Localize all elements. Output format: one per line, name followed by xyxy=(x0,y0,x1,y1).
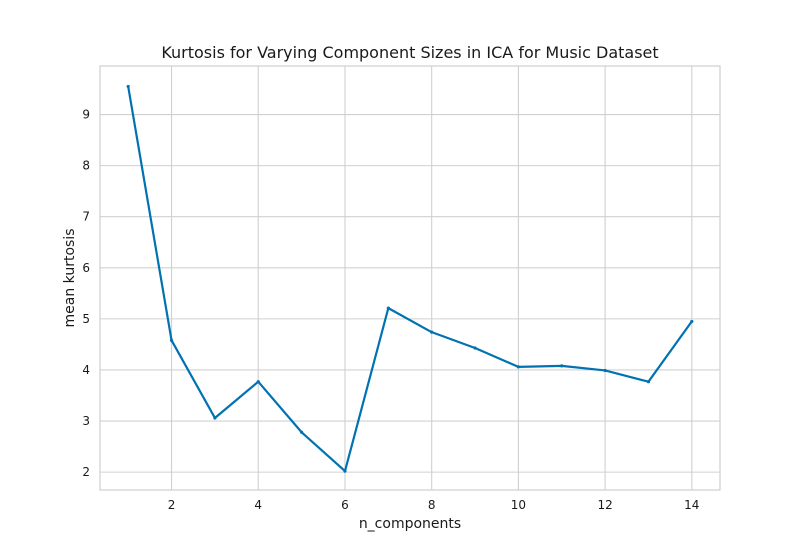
y-tick-label-6: 6 xyxy=(82,261,90,275)
data-point-11 xyxy=(560,364,564,368)
data-point-8 xyxy=(430,330,434,334)
data-point-6 xyxy=(343,469,347,473)
x-gridlines xyxy=(170,66,693,490)
y-tick-label-3: 3 xyxy=(82,414,90,428)
data-point-13 xyxy=(646,380,651,384)
y-tick-label-7: 7 xyxy=(82,210,90,224)
data-point-5 xyxy=(300,430,304,434)
data-point-2 xyxy=(169,338,174,342)
chart-title: Kurtosis for Varying Component Sizes in … xyxy=(161,43,658,62)
y-tick-label-9: 9 xyxy=(82,108,90,122)
x-tick-label-6: 6 xyxy=(341,498,349,512)
data-point-7 xyxy=(386,306,390,310)
x-tick-label-10: 10 xyxy=(511,498,526,512)
y-tick-label-2: 2 xyxy=(82,465,90,479)
series-layer xyxy=(126,84,694,473)
x-tick-label-8: 8 xyxy=(428,498,436,512)
x-tick-label-12: 12 xyxy=(597,498,612,512)
y-tick-labels: 2 3 4 5 6 7 8 9 xyxy=(82,108,90,480)
data-point-10 xyxy=(516,365,520,369)
data-point-9 xyxy=(473,346,477,350)
y-tick-label-5: 5 xyxy=(82,312,90,326)
data-point-4 xyxy=(256,380,260,384)
y-tick-label-4: 4 xyxy=(82,363,90,377)
series-line-0 xyxy=(127,85,693,473)
y-tick-label-8: 8 xyxy=(82,159,90,173)
data-point-3 xyxy=(213,416,217,420)
x-tick-label-14: 14 xyxy=(684,498,699,512)
data-point-14 xyxy=(690,319,694,324)
plot-area xyxy=(99,65,721,491)
x-tick-label-2: 2 xyxy=(168,498,176,512)
y-gridlines xyxy=(100,113,720,473)
x-tick-labels: 2 4 6 8 10 12 14 xyxy=(168,498,700,512)
data-point-1 xyxy=(126,84,130,89)
x-axis-label: n_components xyxy=(359,516,461,532)
y-axis-label: mean kurtosis xyxy=(62,229,78,328)
x-tick-label-4: 4 xyxy=(254,498,262,512)
data-point-12 xyxy=(603,368,607,373)
